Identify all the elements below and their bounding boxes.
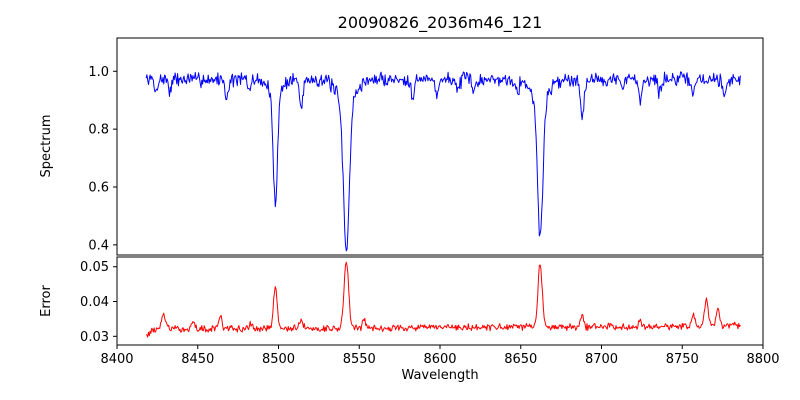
- x-tick-label: 8600: [423, 352, 456, 367]
- error-y-tick-label: 0.04: [80, 295, 109, 310]
- data-layer: [145, 71, 741, 338]
- spectrum-y-tick-label: 0.6: [88, 181, 109, 196]
- error-y-tick-label: 0.05: [80, 260, 109, 275]
- x-tick-label: 8800: [746, 352, 779, 367]
- spectrum-y-tick-label: 0.4: [88, 238, 109, 253]
- x-axis-label: Wavelength: [401, 368, 478, 383]
- x-tick-label: 8450: [181, 352, 214, 367]
- spectrum-line: [145, 71, 741, 252]
- spectrum-y-tick-label: 1.0: [88, 65, 109, 80]
- x-tick-label: 8500: [262, 352, 295, 367]
- error-panel-border: [116, 256, 764, 346]
- error-y-axis-label: Error: [39, 285, 54, 317]
- x-tick-label: 8400: [100, 352, 133, 367]
- error-line: [146, 261, 741, 338]
- error-y-tick-label: 0.03: [80, 330, 109, 345]
- x-tick-label: 8700: [585, 352, 618, 367]
- figure-title: 20090826_2036m46_121: [338, 13, 543, 33]
- spectrum-y-tick-label: 0.8: [88, 123, 109, 138]
- x-tick-label: 8650: [504, 352, 537, 367]
- x-tick-label: 8750: [666, 352, 699, 367]
- spectrum-panel-border: [116, 37, 764, 256]
- spectrum-y-axis-label: Spectrum: [39, 115, 54, 178]
- axes-layer: 0.4 0.6 0.8 1.0 0.03 0.04 0.05 8400 8450 8500 8550…: [80, 37, 780, 367]
- x-tick-label: 8550: [343, 352, 376, 367]
